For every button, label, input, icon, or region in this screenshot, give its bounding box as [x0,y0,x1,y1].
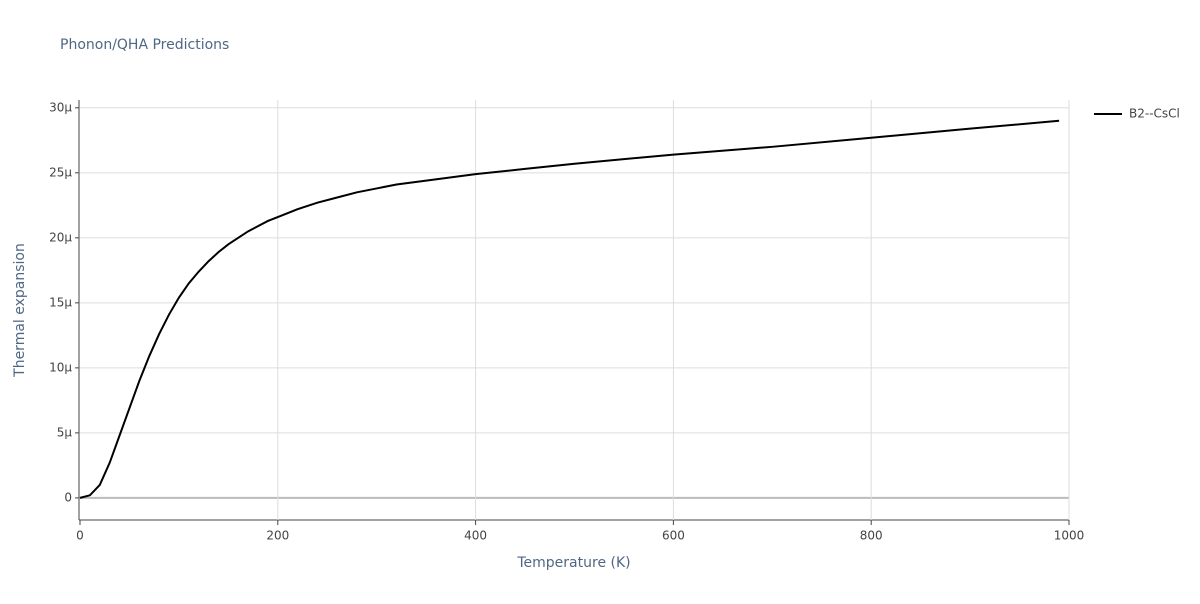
x-axis-title: Temperature (K) [516,555,630,571]
y-tick-label: 15μ [49,295,72,309]
data-line [79,119,1060,499]
y-tick-label: 25μ [49,165,72,179]
y-tick-label: 10μ [49,360,72,374]
chart-title: Phonon/QHA Predictions [60,37,229,53]
y-tick-label: 0 [64,490,72,504]
x-tick-label: 200 [266,529,289,543]
x-tick-label: 600 [662,529,685,543]
y-axis-title: Thermal expansion [12,243,28,378]
x-tick-label: 400 [464,529,487,543]
legend-label: B2--CsCl [1129,107,1180,121]
x-tick-label: 800 [860,529,883,543]
y-tick-label: 20μ [49,230,72,244]
y-tick-label: 30μ [49,100,72,114]
x-tick-label: 1000 [1054,529,1085,543]
x-tick-label: 0 [76,529,84,543]
y-tick-label: 5μ [57,425,73,439]
